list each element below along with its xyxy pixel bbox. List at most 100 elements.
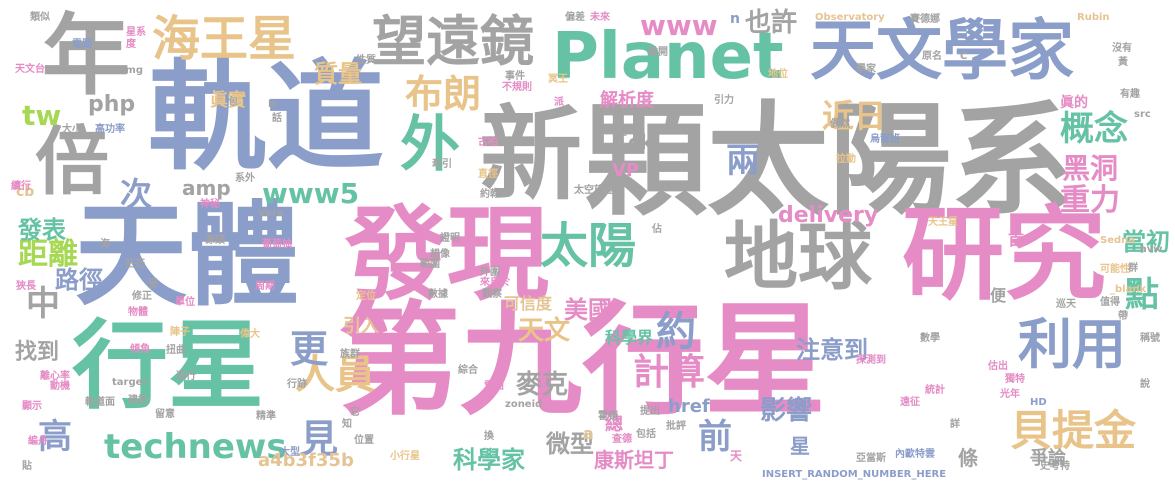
word: INSERT_RANDOM_NUMBER_HERE bbox=[762, 470, 946, 480]
word: 大小 bbox=[62, 125, 82, 135]
word: 質量 bbox=[314, 62, 362, 86]
word: 類似 bbox=[30, 13, 50, 23]
word: 獨特 bbox=[1005, 375, 1025, 385]
word: 不規則 bbox=[502, 83, 532, 93]
word: 離開 bbox=[648, 48, 668, 58]
word: 亞當斯 bbox=[856, 454, 886, 464]
word: 進行 bbox=[176, 372, 196, 382]
word: 貼 bbox=[22, 462, 32, 472]
word: 帶 bbox=[1118, 312, 1128, 322]
word: 探測到 bbox=[856, 356, 886, 366]
word: 首 bbox=[1008, 232, 1024, 248]
word: 天文 bbox=[518, 318, 570, 344]
word: 解析度 bbox=[600, 92, 654, 110]
word: 地球 bbox=[724, 220, 872, 294]
word: 估出 bbox=[988, 362, 1008, 372]
word: 烏爾班 bbox=[870, 135, 900, 145]
word: 美國 bbox=[564, 298, 612, 322]
word: a bbox=[583, 426, 594, 442]
word: 建設 bbox=[128, 396, 148, 406]
word: 可信度 bbox=[504, 296, 552, 312]
word: 查德 bbox=[612, 435, 632, 445]
word: 原名 bbox=[922, 52, 942, 62]
word: 遠征 bbox=[900, 398, 920, 408]
word: 條 bbox=[958, 448, 978, 468]
word: 天 bbox=[730, 450, 742, 462]
word: 電腦 bbox=[72, 40, 92, 50]
word: 包 bbox=[228, 98, 238, 108]
word: 度 bbox=[126, 40, 136, 50]
word: 詳 bbox=[950, 420, 960, 430]
word: 約 bbox=[656, 312, 696, 352]
word: 找到 bbox=[15, 342, 59, 364]
word: 引力 bbox=[714, 96, 734, 106]
word: 定位 bbox=[356, 292, 376, 302]
word: 天文學家 bbox=[810, 18, 1074, 84]
word: 編舟 bbox=[28, 437, 48, 447]
word: 話 bbox=[272, 114, 282, 124]
word: 光年 bbox=[1000, 390, 1020, 400]
word: 布朗 bbox=[405, 75, 481, 113]
word: delivery bbox=[778, 205, 878, 227]
word: 傾角 bbox=[130, 345, 150, 355]
word: 沒有 bbox=[1112, 44, 1132, 54]
word: 知 bbox=[342, 420, 352, 430]
word: 直徑 bbox=[478, 170, 498, 180]
word: 續行 bbox=[11, 182, 31, 192]
word: 神秘 bbox=[200, 200, 220, 210]
word: src bbox=[1134, 110, 1151, 120]
word: 倍 bbox=[35, 125, 109, 199]
word: 顯示 bbox=[22, 402, 42, 412]
word: 也許 bbox=[745, 10, 797, 36]
word: 證明 bbox=[440, 234, 460, 244]
word: 天文台 bbox=[15, 65, 45, 75]
word: 值得 bbox=[1100, 298, 1120, 308]
word: 綜合 bbox=[458, 366, 478, 376]
word: 黃 bbox=[1118, 58, 1128, 68]
word: avw bbox=[1140, 245, 1163, 255]
word: 偶然 bbox=[830, 120, 850, 130]
word: 地位 bbox=[768, 70, 788, 80]
word: 眞的 bbox=[1060, 96, 1088, 110]
word: 偉大 bbox=[240, 330, 260, 340]
word: 源頭 bbox=[205, 236, 225, 246]
word: 扭曲 bbox=[166, 346, 186, 356]
word: www bbox=[640, 12, 718, 40]
word: 雪柏 bbox=[484, 382, 504, 392]
word: 更 bbox=[290, 330, 328, 368]
word: 換 bbox=[484, 432, 494, 442]
word: a4b3f35b bbox=[258, 452, 354, 470]
word: 大型 bbox=[280, 448, 300, 458]
word: 年 bbox=[42, 12, 130, 100]
word: 概念 bbox=[1060, 112, 1128, 146]
word: 約翰 bbox=[480, 190, 500, 200]
word: 科學家 bbox=[453, 448, 525, 472]
word: 稱號 bbox=[1140, 334, 1160, 344]
word: 有趣 bbox=[1120, 90, 1140, 100]
word: 留意 bbox=[155, 410, 175, 420]
word: img bbox=[122, 66, 143, 76]
word: 受 bbox=[148, 280, 158, 290]
word: 時 bbox=[618, 128, 628, 138]
word: 太空望遠鏡 bbox=[574, 186, 624, 196]
word: 佔 bbox=[652, 225, 662, 235]
word: www5 bbox=[262, 180, 359, 208]
word: 事件 bbox=[505, 72, 525, 82]
word: 來自於 bbox=[480, 278, 510, 288]
word: 前 bbox=[698, 420, 732, 454]
word: tw bbox=[22, 102, 61, 130]
word: 康斯坦丁 bbox=[594, 450, 674, 470]
word: 計算 bbox=[633, 355, 705, 391]
word: 學家 bbox=[856, 65, 876, 75]
word: 範圍 bbox=[420, 260, 440, 270]
word: 性質 bbox=[356, 56, 376, 66]
word: 陣子 bbox=[170, 328, 190, 338]
word: 軌道面 bbox=[85, 398, 115, 408]
word: 系外 bbox=[235, 174, 255, 184]
word: 狹長 bbox=[16, 282, 36, 292]
word: 說 bbox=[1140, 380, 1150, 390]
word: 葡萄柚 bbox=[262, 240, 292, 250]
word: 史考特 bbox=[1040, 462, 1070, 472]
word: Sedna bbox=[1100, 236, 1135, 246]
